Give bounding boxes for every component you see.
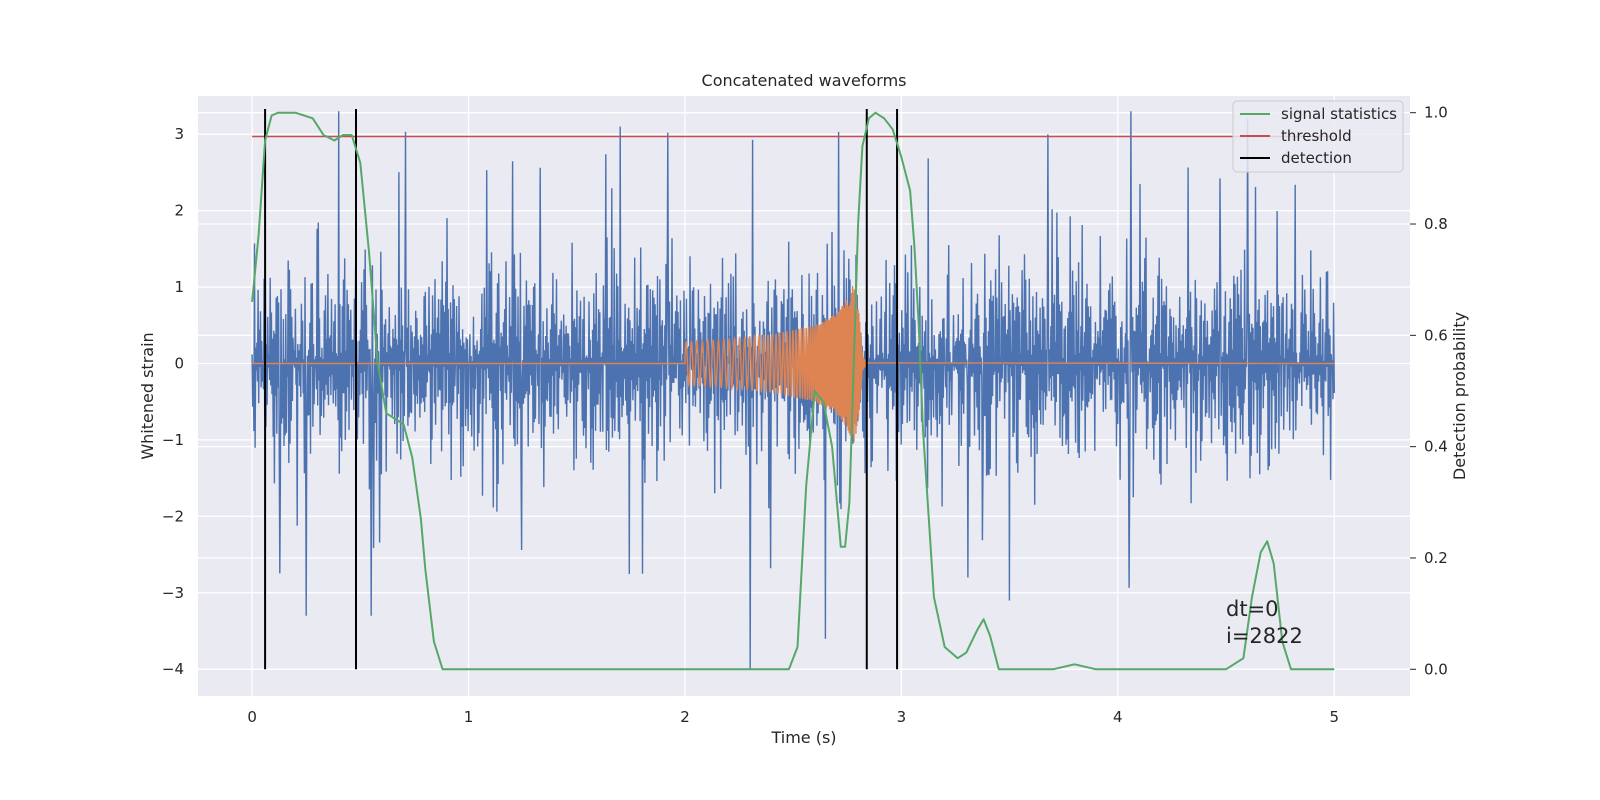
x-tick-label: 2 — [680, 708, 690, 726]
legend-label-signal-statistics: signal statistics — [1281, 105, 1397, 123]
injection-series-line — [252, 285, 1335, 443]
tick-labels: 0 1 2 3 4 5 3 2 1 0 −1 −2 −3 −4 1.0 0.8 0.6 0.4 0.2 0.0 — [162, 104, 1448, 726]
x-tick-label: 5 — [1329, 708, 1339, 726]
y-tick-label: −2 — [162, 507, 184, 525]
legend: signal statistics threshold detection — [1232, 100, 1404, 173]
legend-box — [1232, 100, 1404, 173]
x-tick-label: 0 — [247, 708, 257, 726]
x-axis-label: Time (s) — [770, 728, 836, 747]
y-axis-label: Whitened strain — [138, 332, 157, 459]
chart-title: Concatenated waveforms — [702, 71, 907, 90]
y-tick-label: −3 — [162, 584, 184, 602]
y-tick-label: 3 — [174, 125, 184, 143]
plot-series — [251, 108, 1335, 671]
y2-tick-label: 0.4 — [1424, 438, 1448, 456]
y2-tick-label: 0.6 — [1424, 326, 1448, 344]
legend-label-detection: detection — [1281, 149, 1352, 167]
annotation-dt: dt=0 — [1226, 597, 1279, 621]
y2-tick-label: 0.8 — [1424, 215, 1448, 233]
legend-label-threshold: threshold — [1281, 127, 1352, 145]
signal-statistics-line — [251, 111, 1335, 671]
x-tick-label: 3 — [897, 708, 907, 726]
y2-tick-label: 0.2 — [1424, 549, 1448, 567]
y2-tick-label: 0.0 — [1424, 660, 1448, 678]
x-tick-label: 4 — [1113, 708, 1123, 726]
y2-axis-label: Detection probability — [1450, 312, 1469, 480]
y2-tick-label: 1.0 — [1424, 104, 1448, 122]
y-tick-label: −4 — [162, 660, 184, 678]
y-tick-label: 2 — [174, 202, 184, 220]
y-tick-label: 0 — [174, 355, 184, 373]
x-tick-label: 1 — [464, 708, 474, 726]
annotation-i: i=2822 — [1226, 624, 1303, 648]
y-tick-label: −1 — [162, 431, 184, 449]
y-tick-label: 1 — [174, 278, 184, 296]
